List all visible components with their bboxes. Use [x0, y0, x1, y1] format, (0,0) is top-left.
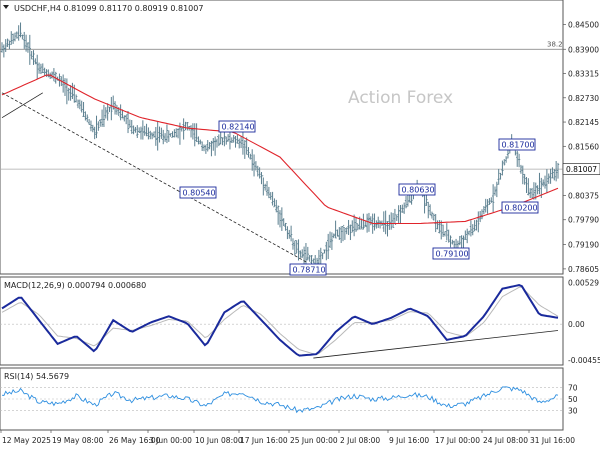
rsi-tick-label: 50	[568, 395, 578, 404]
x-axis-labels: 12 May 2025 19 May 08:00 26 May 16:003 Jun…	[0, 430, 575, 445]
price-tick-label: 0.79190	[568, 241, 599, 250]
x-tick-label: 24 Jul 08:00	[483, 436, 528, 445]
annotation-label: 0.79100	[436, 250, 469, 259]
x-tick-label: 26 May 16:00	[109, 436, 161, 445]
trendline	[313, 330, 559, 359]
annotation-label: 0.78710	[293, 266, 326, 275]
annotation-label: 0.81700	[502, 141, 535, 150]
grid-lines: 38.2	[0, 40, 563, 411]
macd-tick-label: 0.00529	[568, 278, 599, 287]
x-tick-label: 12 May 2025	[2, 436, 51, 445]
price-tick-label: 0.82730	[568, 94, 599, 103]
annotation-box	[398, 183, 436, 196]
macd-series	[1, 284, 559, 357]
chart-header: USDCHF,H4 0.81099 0.81170 0.80919 0.8100…	[14, 4, 203, 13]
x-tick-label: 2 Jul 08:00	[340, 436, 380, 445]
rsi-title: RSI(14) 54.5679	[4, 372, 69, 381]
y-axis-labels: 0.84500 0.83900 0.83315 0.82730 0.82145 0.815…	[562, 20, 600, 416]
x-tick-label: 31 Jul 16:00	[530, 436, 575, 445]
price-tick-label: 0.84500	[568, 20, 599, 29]
current-price-label: 0.81007	[566, 165, 597, 174]
annotation-label: 0.82140	[222, 123, 255, 132]
macd-title: MACD(12,26,9) 0.000794 0.000680	[4, 281, 146, 290]
x-tick-label: 3 Jun 00:00	[149, 436, 192, 445]
trendline	[1, 92, 308, 264]
header-dropdown-icon[interactable]	[3, 5, 9, 9]
fib-label: 38.2	[547, 40, 563, 48]
watermark: Action Forex	[348, 88, 453, 108]
price-panel	[0, 0, 564, 275]
annotation-label: 0.80200	[505, 204, 538, 213]
annotation-box	[498, 138, 536, 151]
price-tick-label: 0.78605	[568, 265, 599, 274]
rsi-line	[1, 386, 559, 414]
moving-average-line	[1, 74, 559, 225]
x-tick-label: 17 Jul 00:00	[435, 436, 480, 445]
price-annotations: 0.82140 0.80540 0.78710 0.80630 0.79100 0.817…	[179, 120, 539, 276]
rsi-series	[1, 386, 559, 414]
trendline	[1, 92, 43, 119]
price-tick-label: 0.83900	[568, 45, 599, 54]
annotation-box	[289, 263, 327, 276]
annotation-box	[432, 247, 470, 260]
annotation-label: 0.80540	[183, 189, 216, 198]
current-price-box	[562, 163, 600, 175]
price-tick-label: 0.80375	[568, 191, 599, 200]
x-tick-label: 19 May 08:00	[52, 436, 104, 445]
price-tick-label: 0.79790	[568, 216, 599, 225]
annotation-label: 0.80630	[402, 186, 435, 195]
price-series	[0, 22, 560, 276]
price-tick-label: 0.82145	[568, 118, 599, 127]
annotation-box	[179, 186, 217, 199]
macd-tick-label: 0.00	[568, 320, 585, 329]
macd-line	[1, 284, 559, 357]
trendlines	[1, 92, 559, 359]
x-tick-label: 9 Jul 16:00	[389, 436, 429, 445]
price-tick-label: 0.81560	[568, 142, 599, 151]
x-tick-label: 17 Jun 16:00	[240, 436, 288, 445]
rsi-tick-label: 70	[568, 383, 578, 392]
rsi-tick-label: 30	[568, 407, 578, 416]
x-tick-label: 25 Jun 00:00	[290, 436, 338, 445]
ma-series	[1, 74, 559, 225]
price-tick-label: 0.83315	[568, 70, 599, 79]
x-tick-label: 10 Jun 08:00	[195, 436, 243, 445]
annotation-box	[501, 201, 539, 214]
annotation-box	[218, 120, 256, 133]
